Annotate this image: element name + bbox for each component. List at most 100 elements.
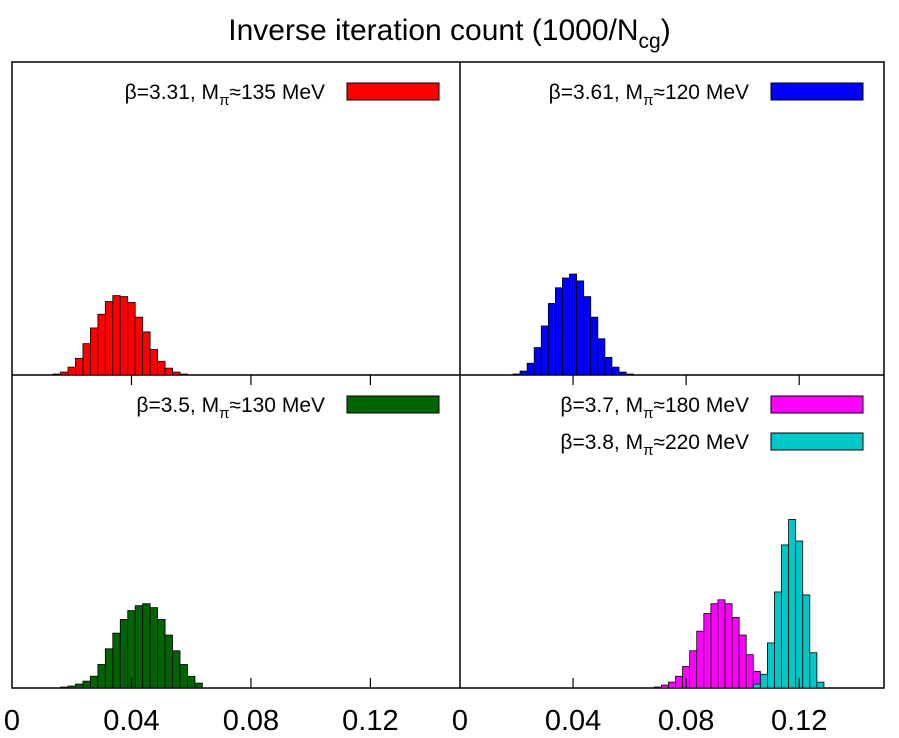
legend-swatch bbox=[346, 395, 440, 414]
histogram-bar bbox=[604, 356, 613, 376]
histogram-bar bbox=[512, 373, 521, 376]
histogram-bar bbox=[97, 664, 106, 689]
histogram-bar bbox=[816, 681, 825, 689]
histogram-bar bbox=[194, 682, 203, 689]
histogram-bar bbox=[172, 650, 181, 689]
histogram-bar bbox=[142, 331, 151, 376]
histogram-bar bbox=[179, 664, 188, 689]
histogram-bar bbox=[809, 652, 818, 689]
histogram-bar bbox=[767, 642, 775, 689]
legend-swatch bbox=[346, 82, 440, 101]
histogram-bar bbox=[526, 362, 535, 376]
legend-label: β=3.31, Mπ≈135 MeV bbox=[125, 81, 325, 109]
histogram-bar bbox=[590, 316, 599, 376]
histogram-bar bbox=[625, 373, 634, 376]
histogram-bar bbox=[759, 673, 768, 689]
chart-title-subscript: cg bbox=[638, 30, 661, 53]
histogram-bar bbox=[104, 648, 114, 689]
histogram-bar bbox=[717, 599, 726, 689]
x-tick-label: 0 bbox=[4, 705, 20, 737]
histogram-bar bbox=[555, 287, 563, 376]
histogram-bar bbox=[112, 632, 121, 689]
histogram-bar bbox=[164, 634, 173, 689]
x-tick-label: 0.12 bbox=[771, 705, 827, 737]
histogram-bar bbox=[134, 316, 144, 376]
histogram-bar bbox=[90, 327, 99, 376]
histogram-bar bbox=[82, 680, 91, 689]
histogram-bar bbox=[696, 630, 705, 689]
legend-label: β=3.5, Mπ≈130 MeV bbox=[136, 394, 325, 422]
histogram-bar bbox=[127, 610, 136, 689]
histogram-bar bbox=[781, 544, 790, 689]
histogram-bar bbox=[731, 617, 740, 689]
histogram-bar bbox=[164, 367, 173, 376]
histogram-bar bbox=[724, 603, 733, 689]
histogram-bar bbox=[774, 591, 782, 689]
histogram-bar bbox=[75, 683, 84, 689]
histogram-bar bbox=[547, 303, 556, 376]
histogram-bar bbox=[67, 685, 76, 689]
histogram-bar bbox=[752, 683, 761, 689]
histogram-bar bbox=[661, 684, 669, 689]
histogram-bar bbox=[745, 654, 754, 689]
chart-title-close: ) bbox=[660, 14, 671, 47]
histogram-bar bbox=[738, 634, 747, 689]
x-tick-label: 0.08 bbox=[658, 705, 714, 737]
histogram-bar bbox=[60, 686, 69, 689]
histogram-bar bbox=[67, 366, 76, 376]
histogram-bar bbox=[576, 280, 585, 376]
histogram-bar bbox=[75, 357, 84, 376]
histogram-bar bbox=[134, 605, 144, 689]
x-tick-label: 0.08 bbox=[223, 705, 279, 737]
chart-title-main: Inverse iteration count (1000/N bbox=[228, 14, 639, 47]
histogram-bar bbox=[149, 607, 159, 689]
histogram-bar bbox=[104, 301, 114, 376]
histogram-bar bbox=[112, 295, 121, 376]
histogram-bar bbox=[52, 373, 61, 376]
x-tick-label: 0.04 bbox=[545, 705, 601, 737]
histogram-bar bbox=[583, 296, 592, 376]
legend-swatch bbox=[770, 432, 864, 451]
legend-swatch bbox=[770, 395, 864, 414]
histogram-bar bbox=[788, 519, 797, 689]
histogram-bar bbox=[149, 349, 159, 376]
histogram-bar bbox=[569, 273, 578, 376]
histogram-bar bbox=[653, 686, 662, 689]
x-tick-label: 0.04 bbox=[103, 705, 159, 737]
histogram-bar bbox=[97, 313, 106, 376]
histogram-bar bbox=[597, 338, 606, 376]
histogram-bar bbox=[710, 603, 719, 689]
histogram-bar bbox=[157, 360, 166, 376]
histogram-bar bbox=[519, 370, 528, 376]
histogram-bar bbox=[689, 650, 698, 689]
x-tick-label: 0 bbox=[452, 705, 468, 737]
histogram-bar bbox=[618, 371, 627, 376]
histogram-bar bbox=[187, 675, 196, 689]
histogram-bar bbox=[82, 343, 91, 376]
histogram-bar bbox=[668, 681, 676, 689]
x-tick-label: 0.12 bbox=[342, 705, 398, 737]
legend-label: β=3.7, Mπ≈180 MeV bbox=[560, 394, 749, 422]
histogram-bar bbox=[611, 366, 620, 376]
histogram-bar bbox=[90, 675, 99, 689]
legend-swatch bbox=[770, 82, 864, 101]
histogram-bar bbox=[60, 371, 69, 376]
histogram-bar bbox=[119, 296, 129, 376]
histogram-bar bbox=[179, 373, 188, 376]
histogram-bar bbox=[802, 594, 811, 689]
histogram-bar bbox=[675, 675, 684, 689]
panel-top-right: β=3.61, Mπ≈120 MeV bbox=[512, 81, 864, 376]
chart-title: Inverse iteration count (1000/Ncg) bbox=[0, 14, 899, 54]
legend-label: β=3.61, Mπ≈120 MeV bbox=[549, 81, 749, 109]
histogram-bar bbox=[119, 619, 129, 689]
histogram-bar bbox=[127, 302, 136, 376]
histogram-bar bbox=[533, 347, 542, 376]
histogram-bar bbox=[157, 619, 166, 689]
histogram-bar bbox=[703, 613, 712, 689]
histogram-bar bbox=[172, 371, 181, 376]
histogram-bar bbox=[562, 277, 570, 376]
legend-label: β=3.8, Mπ≈220 MeV bbox=[560, 431, 749, 459]
panel-bottom-left: β=3.5, Mπ≈130 MeV 0 0.04 0.08 0.12 bbox=[4, 375, 440, 737]
